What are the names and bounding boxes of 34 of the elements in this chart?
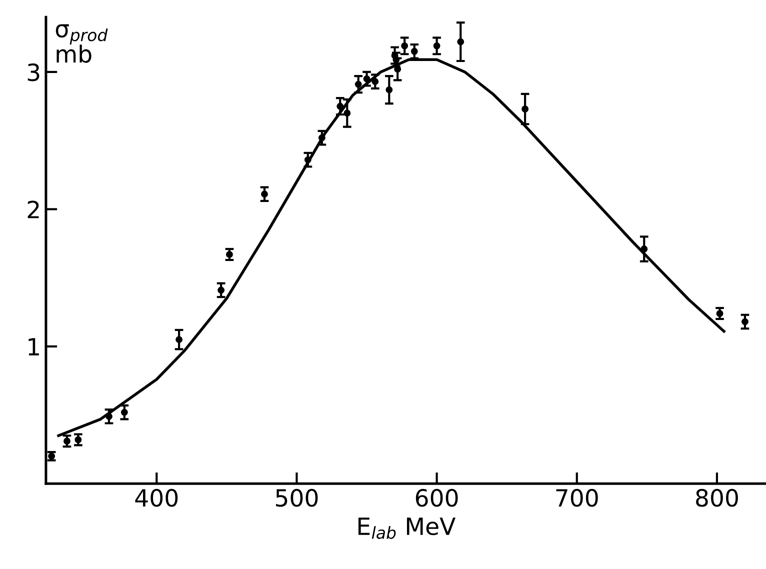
- point: [120, 408, 128, 416]
- point: [318, 134, 326, 142]
- x-tick-label: 800: [696, 488, 738, 507]
- point: [742, 318, 748, 326]
- point: [304, 156, 312, 164]
- point: [106, 412, 112, 420]
- x-tick-label: 700: [556, 488, 598, 507]
- point: [363, 75, 370, 82]
- point: [401, 42, 408, 50]
- y-tick-label: 1: [28, 338, 39, 356]
- point: [716, 310, 724, 317]
- point: [48, 452, 56, 460]
- y-tick-label: 2: [28, 200, 39, 218]
- x-axis-title: E$_{lab}$ MeV: [358, 518, 456, 539]
- x-tick-label: 600: [416, 488, 458, 507]
- x-tick-label: 500: [276, 488, 318, 507]
- point: [354, 80, 362, 88]
- point: [433, 42, 440, 50]
- point: [336, 102, 344, 110]
- point: [410, 48, 418, 55]
- point: [344, 110, 351, 117]
- y-tick-label: 3: [28, 63, 40, 82]
- point: [372, 78, 379, 86]
- point: [386, 86, 393, 94]
- point: [218, 286, 225, 294]
- point: [457, 38, 464, 46]
- y-axis-title: σ$_{prod}$ mb: [56, 24, 108, 63]
- point: [63, 438, 70, 445]
- x-tick-label: 400: [135, 488, 178, 507]
- point: [74, 436, 82, 444]
- point: [261, 190, 268, 198]
- point: [640, 246, 648, 252]
- point: [176, 336, 183, 344]
- point: [522, 106, 529, 112]
